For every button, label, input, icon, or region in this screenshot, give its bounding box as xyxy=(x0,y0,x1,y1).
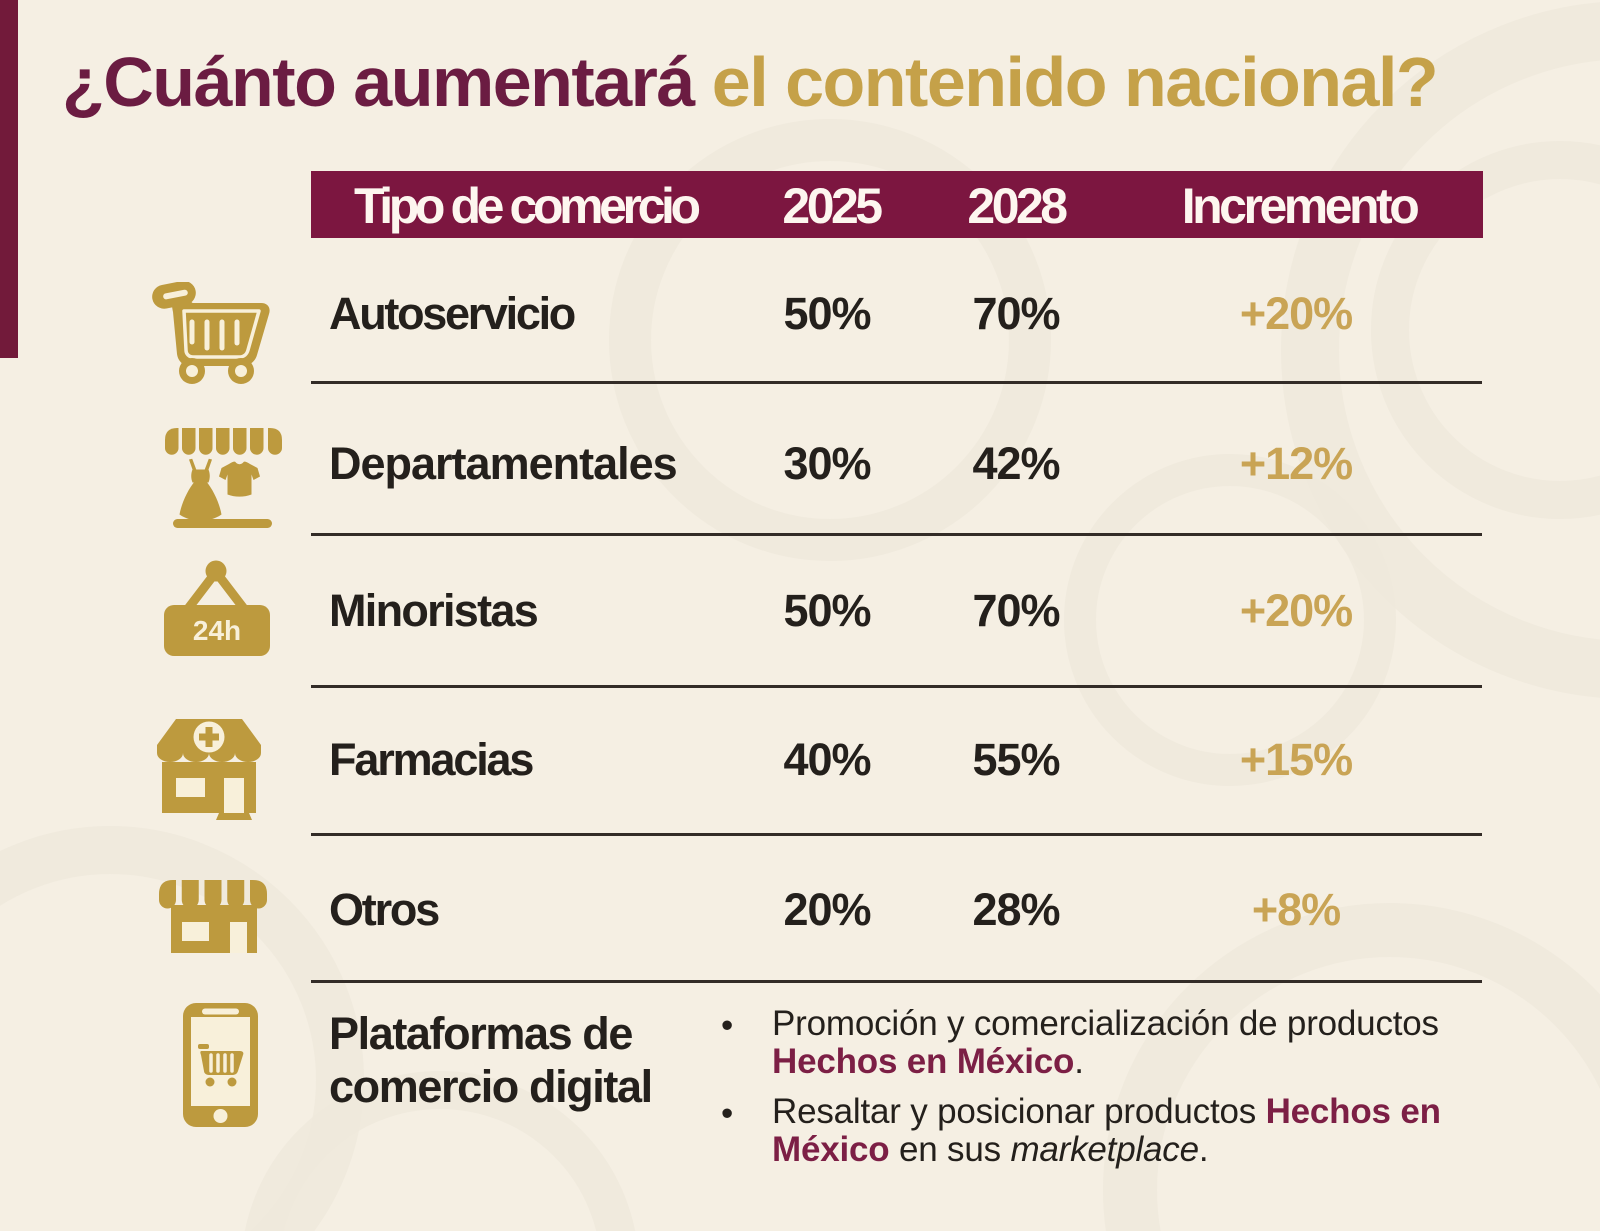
svg-text:24h: 24h xyxy=(193,615,241,646)
